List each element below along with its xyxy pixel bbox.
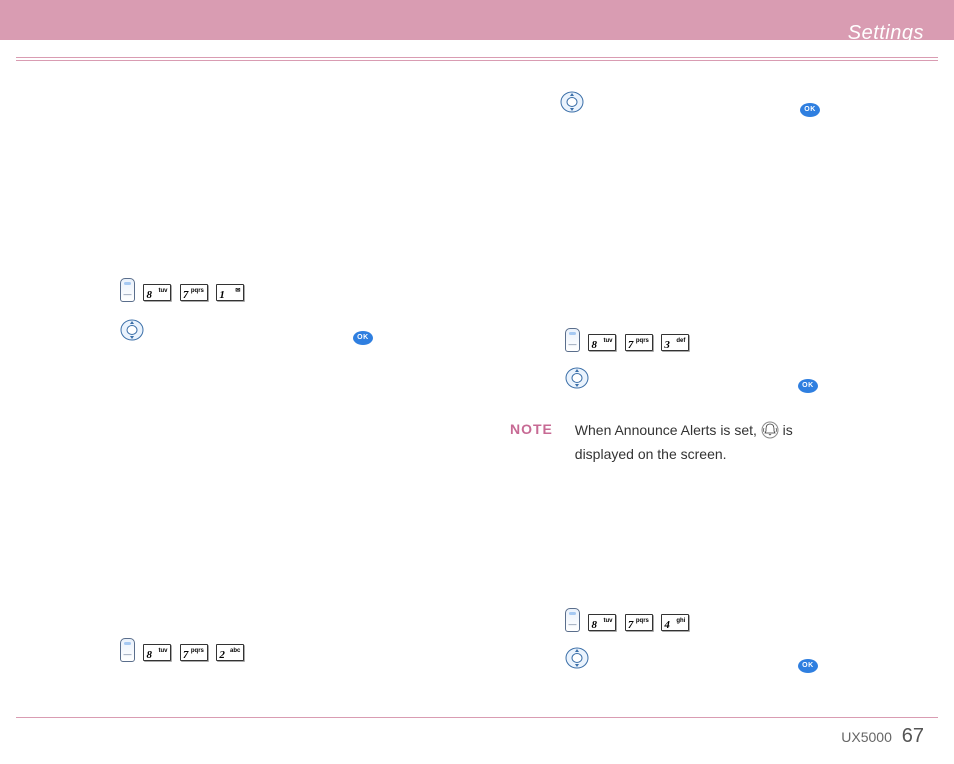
footer: UX5000 67 xyxy=(841,725,924,748)
ok-top: OK xyxy=(800,94,820,117)
key-8: 8tuv xyxy=(588,334,616,351)
nav-disc-icon xyxy=(565,366,589,390)
nav-disc-row-l1: OK xyxy=(120,318,373,345)
nav-disc-top xyxy=(560,90,584,114)
right-block-1: 8tuv 7pqrs 3def OK xyxy=(565,320,818,401)
key-1: 1✉ xyxy=(216,284,244,301)
page-content: OK 8tuv 7pqrs 1✉ OK 8tuv 7pqrs 2abc xyxy=(0,70,954,704)
key-7: 7pqrs xyxy=(180,644,208,661)
left-block-1: 8tuv 7pqrs 1✉ OK xyxy=(120,270,373,353)
key-3: 3def xyxy=(661,334,689,351)
note-body: When Announce Alerts is set, is displaye… xyxy=(575,418,845,466)
ok-icon[interactable]: OK xyxy=(798,659,818,673)
key-2: 2abc xyxy=(216,644,244,661)
key-8: 8tuv xyxy=(143,644,171,661)
footer-rule xyxy=(16,717,938,718)
right-block-2: 8tuv 7pqrs 4ghi OK xyxy=(565,600,818,681)
menu-icon xyxy=(120,638,135,662)
note-prefix: When Announce Alerts is set, xyxy=(575,422,761,438)
key-7: 7pqrs xyxy=(625,614,653,631)
key-4: 4ghi xyxy=(661,614,689,631)
ok-icon[interactable]: OK xyxy=(798,379,818,393)
note-label: NOTE xyxy=(510,418,553,440)
key-row-l2: 8tuv 7pqrs 2abc xyxy=(120,638,248,662)
nav-disc-icon xyxy=(120,318,144,342)
key-row-l1: 8tuv 7pqrs 1✉ xyxy=(120,278,373,302)
bell-icon xyxy=(761,421,779,439)
nav-disc-row-r1: OK xyxy=(565,366,818,393)
key-7: 7pqrs xyxy=(625,334,653,351)
key-row-r2: 8tuv 7pqrs 4ghi xyxy=(565,608,818,632)
nav-disc-row-r2: OK xyxy=(565,646,818,673)
rule-top-2 xyxy=(16,60,938,61)
nav-disc-icon xyxy=(565,646,589,670)
key-8: 8tuv xyxy=(588,614,616,631)
nav-disc-icon xyxy=(560,90,584,114)
left-block-2: 8tuv 7pqrs 2abc xyxy=(120,630,248,670)
note-block: NOTE When Announce Alerts is set, is dis… xyxy=(510,418,845,466)
footer-page: 67 xyxy=(902,725,924,747)
ok-icon[interactable]: OK xyxy=(800,103,820,117)
menu-icon xyxy=(565,608,580,632)
key-8: 8tuv xyxy=(143,284,171,301)
ok-icon[interactable]: OK xyxy=(353,331,373,345)
key-7: 7pqrs xyxy=(180,284,208,301)
page-header-title: Settings xyxy=(848,22,924,45)
key-row-r1: 8tuv 7pqrs 3def xyxy=(565,328,818,352)
header-band xyxy=(0,0,954,40)
menu-icon xyxy=(120,278,135,302)
footer-model: UX5000 xyxy=(841,729,892,745)
menu-icon xyxy=(565,328,580,352)
rule-top-1 xyxy=(16,57,938,58)
